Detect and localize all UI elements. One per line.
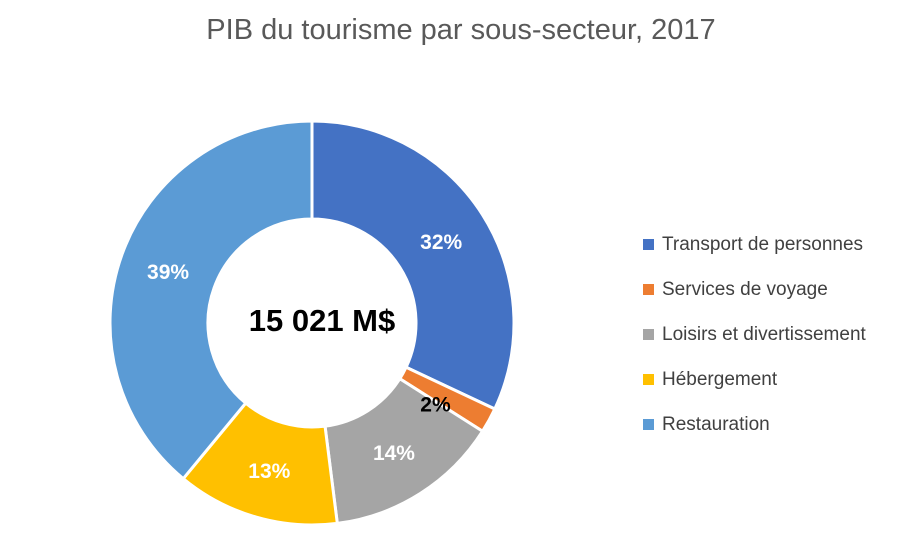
slice-transport-de-personnes <box>310 119 516 412</box>
legend-swatch <box>643 374 654 385</box>
legend-swatch <box>643 284 654 295</box>
chart-title: PIB du tourisme par sous-secteur, 2017 <box>206 14 716 46</box>
slice-loisirs-et-divertissement <box>323 376 485 526</box>
legend-item: Services de voyage <box>643 267 866 312</box>
center-total-label: 15 021 M$ <box>249 303 396 338</box>
data-label: 14% <box>373 442 415 465</box>
legend-label: Services de voyage <box>662 278 828 300</box>
legend-item: Restauration <box>643 402 866 447</box>
legend-label: Loisirs et divertissement <box>662 323 866 345</box>
data-label: 32% <box>420 231 462 254</box>
legend-swatch <box>643 329 654 340</box>
legend-swatch <box>643 419 654 430</box>
legend-label: Transport de personnes <box>662 233 864 255</box>
legend: Transport de personnes Services de voyage… <box>643 222 866 447</box>
data-label: 39% <box>147 261 189 284</box>
legend-item: Hébergement <box>643 357 866 402</box>
legend-label: Hébergement <box>662 368 778 390</box>
legend-item: Loisirs et divertissement <box>643 312 866 357</box>
data-label: 2% <box>420 393 451 416</box>
data-label: 13% <box>248 460 290 483</box>
legend-item: Transport de personnes <box>643 222 866 267</box>
legend-label: Restauration <box>662 413 770 435</box>
slice-restauration <box>108 119 314 481</box>
legend-swatch <box>643 239 654 250</box>
